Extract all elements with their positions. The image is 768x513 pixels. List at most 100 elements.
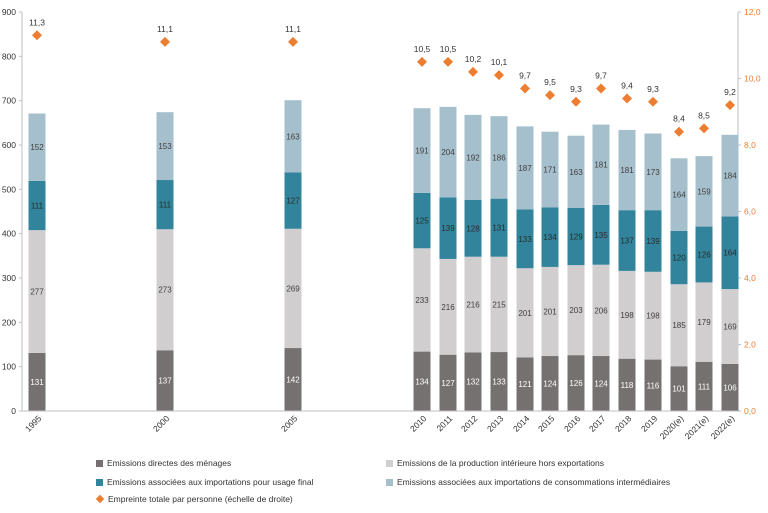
bar-value-label: 173	[646, 168, 660, 177]
bar-segment	[592, 356, 610, 411]
bar-segment	[28, 180, 46, 231]
bar-value-label: 185	[672, 321, 686, 330]
bar-value-label: 163	[286, 132, 300, 141]
bar-value-label: 179	[697, 318, 711, 327]
bar-value-label: 111	[698, 382, 711, 391]
bar-segment	[567, 207, 585, 266]
x-tick-label: 2017	[587, 413, 608, 434]
bar-value-label: 120	[672, 254, 686, 263]
left-tick-label: 400	[2, 229, 16, 239]
bar-value-label: 111	[31, 202, 44, 211]
per-capita-marker	[288, 36, 298, 47]
bar-segment	[721, 134, 739, 217]
x-tick-label: 2019	[639, 413, 660, 434]
bar-value-label: 206	[594, 306, 608, 315]
bar-value-label: 152	[30, 143, 44, 152]
bar-segment	[567, 265, 585, 356]
bar-segment	[695, 156, 713, 227]
bar-segment	[439, 258, 457, 355]
bar-value-label: 127	[441, 379, 455, 388]
bar-value-label: 111	[159, 201, 172, 210]
bar-value-label: 191	[415, 147, 429, 156]
left-tick-label: 500	[2, 184, 16, 194]
right-tick-label: 2,0	[744, 340, 756, 350]
per-capita-marker	[468, 66, 478, 77]
right-tick-label: 8,0	[744, 140, 756, 150]
bar-segment	[670, 231, 688, 285]
bar-segment	[541, 207, 559, 267]
per-capita-marker	[494, 70, 504, 81]
bar-value-label: 134	[543, 233, 557, 242]
bar-value-label: 201	[518, 309, 532, 318]
per-capita-label: 8,5	[698, 110, 710, 120]
x-tick-label: 2022(e)	[709, 413, 737, 441]
stacked-bars	[28, 100, 739, 411]
left-tick-label: 600	[2, 140, 16, 150]
x-tick-label: 2000	[151, 413, 172, 434]
bar-value-label: 198	[646, 312, 660, 321]
per-capita-label: 9,5	[544, 77, 556, 87]
bar-segment	[516, 126, 534, 210]
bar-value-label: 124	[594, 380, 608, 389]
left-tick-label: 100	[2, 362, 16, 372]
bar-value-label: 181	[594, 161, 608, 170]
per-capita-marker	[160, 36, 170, 47]
bar-segment	[490, 352, 508, 411]
bar-value-label: 187	[518, 164, 532, 173]
per-capita-label: 9,3	[647, 84, 659, 94]
bar-segment	[618, 358, 636, 411]
bar-value-label: 134	[415, 377, 429, 386]
bar-value-labels: 131 277 111 152 137 273 111 153 142 269 127 163 134 2…	[30, 132, 737, 393]
bar-segment	[284, 172, 302, 229]
per-capita-marker	[520, 83, 530, 94]
bar-segment	[439, 106, 457, 198]
bar-segment	[644, 359, 662, 411]
bar-segment	[541, 356, 559, 411]
bar-value-label: 129	[569, 233, 583, 242]
bar-segment	[439, 354, 457, 411]
bar-segment	[439, 197, 457, 259]
per-capita-label: 11,3	[29, 17, 45, 27]
x-tick-label: 2020(e)	[658, 413, 686, 441]
bar-segment	[644, 210, 662, 272]
bar-segment	[592, 264, 610, 357]
bar-segment	[28, 352, 46, 411]
bar-value-label: 127	[286, 197, 300, 206]
bar-value-label: 133	[492, 378, 506, 387]
bar-value-label: 181	[620, 166, 634, 175]
left-tick-label: 300	[2, 273, 16, 283]
bar-segment	[592, 204, 610, 265]
bar-value-label: 125	[415, 217, 429, 226]
bar-segment	[644, 133, 662, 211]
left-y-axis: 0 100 200 300 400 500 600 700 800 900	[2, 7, 23, 416]
bar-segment	[284, 348, 302, 411]
right-y-axis: 0,0 2,0 4,0 6,0 8,0 10,0 12,0	[737, 7, 761, 416]
bar-value-label: 126	[697, 251, 711, 260]
per-capita-marker	[596, 83, 606, 94]
bar-segment	[413, 192, 431, 249]
left-tick-label: 700	[2, 96, 16, 106]
x-tick-label: 2011	[434, 413, 454, 433]
bar-segment	[592, 124, 610, 205]
bar-value-label: 169	[723, 323, 737, 332]
bar-value-label: 277	[30, 288, 44, 297]
bar-segment	[156, 112, 174, 181]
bar-value-label: 216	[466, 301, 480, 310]
bar-value-label: 216	[441, 303, 455, 312]
right-tick-label: 4,0	[744, 273, 756, 283]
bar-value-label: 131	[492, 224, 506, 233]
bar-value-label: 215	[492, 300, 506, 309]
bar-value-label: 163	[569, 168, 583, 177]
bar-segment	[28, 230, 46, 353]
bar-value-label: 137	[158, 377, 172, 386]
bar-segment	[695, 282, 713, 362]
x-tick-label: 2010	[408, 413, 429, 434]
bar-value-label: 159	[697, 187, 711, 196]
per-capita-label: 9,3	[570, 84, 582, 94]
bar-segment	[618, 129, 636, 211]
bar-value-label: 203	[569, 306, 583, 315]
bar-value-label: 121	[518, 380, 532, 389]
bar-value-label: 164	[672, 191, 686, 200]
per-capita-label: 10,2	[465, 54, 482, 64]
per-capita-label: 10,5	[440, 44, 457, 54]
